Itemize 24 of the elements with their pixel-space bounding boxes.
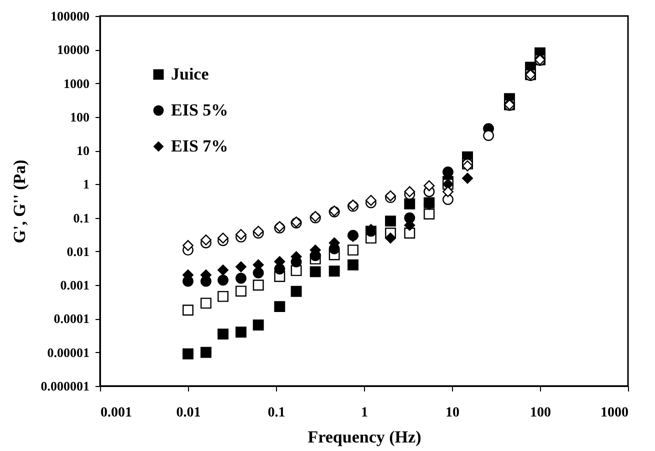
legend-label: EIS 7% <box>171 136 228 156</box>
x-tick-label: 10 <box>446 406 460 420</box>
x-tick-label: 0.001 <box>100 406 132 420</box>
y-tick-label: 0.00001 <box>47 344 90 360</box>
x-tick-label: 1 <box>361 406 368 420</box>
legend-label: Juice <box>171 64 210 84</box>
legend-label: EIS 5% <box>171 100 228 120</box>
y-tick-label: 0.000001 <box>40 378 90 394</box>
x-tick-label: 100 <box>530 406 551 420</box>
y-tick-label: 0.01 <box>66 244 90 259</box>
y-tick-label: 0.1 <box>73 210 90 226</box>
y-axis-title: G', G'' (Pa) <box>10 160 29 244</box>
y-tick-label: 10000 <box>57 42 90 58</box>
y-tick-label: 0.001 <box>60 278 90 293</box>
y-tick-label: 10 <box>76 143 90 158</box>
x-tick-label: 1000 <box>600 406 628 420</box>
y-tick-label: 100 <box>70 109 90 124</box>
x-tick-label: 0.1 <box>268 406 286 420</box>
x-tick-label: 0.01 <box>176 406 201 420</box>
y-tick-label: 1000 <box>64 76 90 91</box>
y-tick-label: 0.0001 <box>54 311 90 326</box>
y-tick-label: 100000 <box>50 8 90 24</box>
x-axis-title: Frequency (Hz) <box>308 428 422 446</box>
y-tick-label: 1 <box>83 176 90 192</box>
